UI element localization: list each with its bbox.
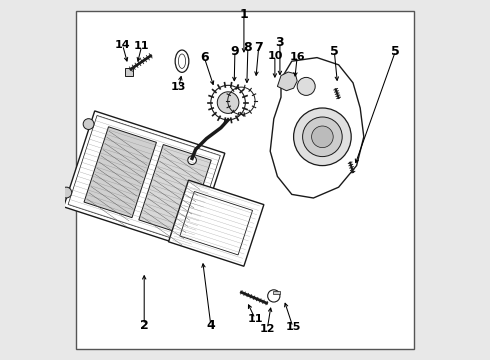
Text: 4: 4 <box>206 319 215 332</box>
Polygon shape <box>270 58 364 198</box>
Polygon shape <box>139 145 211 235</box>
Text: 16: 16 <box>290 51 305 62</box>
Circle shape <box>211 85 245 120</box>
Circle shape <box>83 119 94 130</box>
Text: 2: 2 <box>140 319 148 332</box>
Polygon shape <box>84 127 156 218</box>
Circle shape <box>188 156 196 165</box>
Circle shape <box>268 290 280 302</box>
Text: 5: 5 <box>330 45 339 58</box>
Text: 12: 12 <box>260 324 275 334</box>
Circle shape <box>297 77 315 95</box>
Text: 15: 15 <box>285 322 300 332</box>
Circle shape <box>61 187 72 198</box>
Bar <box>273 291 280 294</box>
Polygon shape <box>64 111 225 249</box>
Text: 14: 14 <box>115 40 130 50</box>
Text: 3: 3 <box>275 36 284 49</box>
Text: 10: 10 <box>267 51 283 61</box>
Circle shape <box>294 108 351 166</box>
Text: 13: 13 <box>171 82 187 92</box>
Polygon shape <box>169 180 264 266</box>
Text: 1: 1 <box>240 8 248 21</box>
Text: 9: 9 <box>231 45 239 58</box>
Text: 8: 8 <box>244 41 252 54</box>
Text: 11: 11 <box>247 314 263 324</box>
Polygon shape <box>277 72 297 91</box>
Ellipse shape <box>175 50 189 72</box>
Circle shape <box>312 126 333 148</box>
Circle shape <box>303 117 342 157</box>
Text: 5: 5 <box>391 45 400 58</box>
Text: 7: 7 <box>254 41 263 54</box>
Text: 11: 11 <box>134 41 149 51</box>
Text: 6: 6 <box>200 51 209 64</box>
Circle shape <box>217 92 239 113</box>
Bar <box>125 68 133 76</box>
